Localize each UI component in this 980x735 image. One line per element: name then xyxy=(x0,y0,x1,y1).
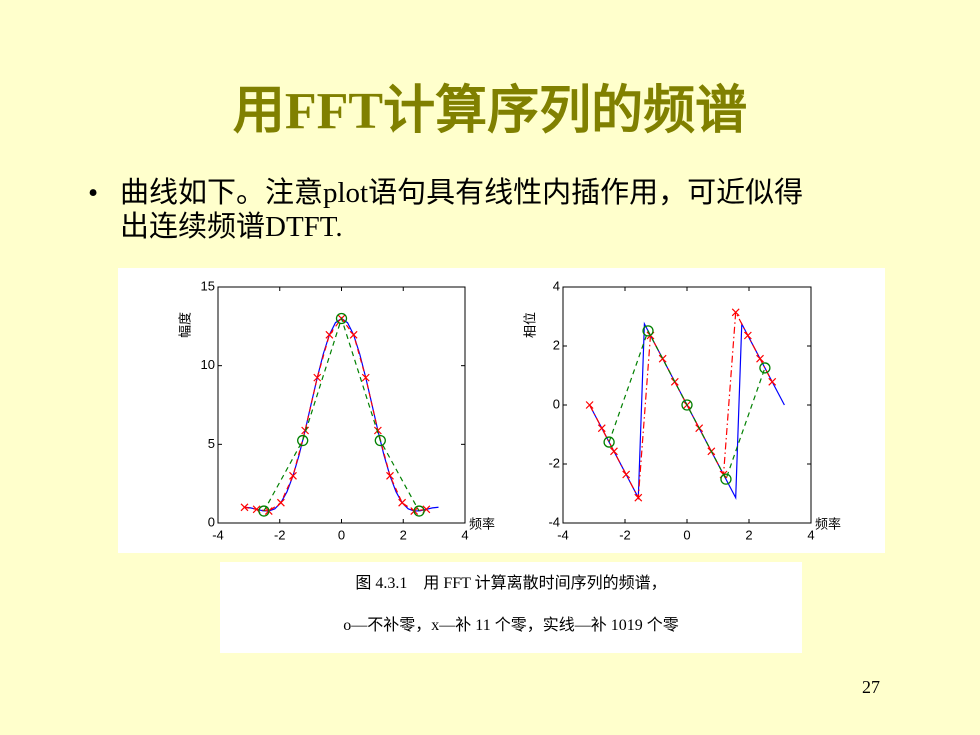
bullet-line: 曲线如下。注意plot语句具有线性内插作用，可近似得 xyxy=(120,177,804,209)
x-tick-label: -4 xyxy=(557,527,569,542)
x-tick-label: 0 xyxy=(338,527,345,542)
y-tick-label: 0 xyxy=(208,514,215,529)
marker-cross xyxy=(743,331,752,340)
series-line xyxy=(244,317,427,512)
y-axis-label: 幅度 xyxy=(177,312,192,338)
x-axis-label: 频率 xyxy=(815,516,841,531)
marker-circle xyxy=(642,325,654,337)
page-number: 27 xyxy=(862,677,880,697)
marker-circle xyxy=(759,362,771,374)
y-axis-label: 相位 xyxy=(522,312,537,338)
marker-cross xyxy=(240,503,249,512)
x-tick-label: -2 xyxy=(619,527,631,542)
marker-cross xyxy=(597,424,606,433)
slide-title: 用FFT计算序列的频谱 xyxy=(232,83,748,140)
marker-circle xyxy=(297,434,309,447)
y-tick-label: 0 xyxy=(553,396,560,411)
series-line xyxy=(263,316,420,512)
y-tick-label: -2 xyxy=(548,455,560,470)
x-tick-label: 4 xyxy=(807,527,814,542)
marker-circle xyxy=(681,399,693,411)
marker-circle xyxy=(258,505,270,517)
x-axis-label: 频率 xyxy=(469,516,495,531)
marker-circle xyxy=(720,473,732,485)
series-line xyxy=(589,310,773,500)
marker-cross xyxy=(731,308,740,317)
y-tick-label: 10 xyxy=(201,357,215,372)
caption-line: 图 4.3.1 用 FFT 计算离散时间序列的频谱， xyxy=(355,575,667,592)
x-tick-label: -4 xyxy=(212,527,224,542)
marker-circle xyxy=(413,505,425,517)
y-tick-label: -4 xyxy=(548,514,560,529)
marker-cross xyxy=(313,373,322,382)
marker-cross xyxy=(325,330,334,339)
x-tick-label: 4 xyxy=(461,527,468,542)
marker-circle xyxy=(335,312,348,325)
marker-cross xyxy=(658,354,667,363)
y-tick-label: 15 xyxy=(201,278,215,293)
marker-cross xyxy=(756,354,764,363)
marker-cross xyxy=(585,401,594,409)
marker-cross xyxy=(622,470,631,479)
marker-cross xyxy=(768,377,777,386)
caption-line: o—不补零，x—补 11 个零，实线—补 1019 个零 xyxy=(343,617,679,634)
y-tick-label: 5 xyxy=(208,436,215,451)
plot-area xyxy=(217,286,466,524)
figure: -4 -2 0 2 4 0 5 10 15 频率 幅度 -4 -2 0 2 4 -4 -2 0 2 4 频率 相位 xyxy=(118,268,885,553)
bullet-dot: • xyxy=(88,177,99,209)
marker-cross xyxy=(610,447,618,456)
bullet-text: 曲线如下。注意plot语句具有线性内插作用，可近似得 出连续频谱DTFT. xyxy=(120,176,803,244)
marker-cross xyxy=(634,493,643,502)
x-tick-label: 2 xyxy=(745,527,752,542)
marker-circle xyxy=(603,436,615,448)
series-line xyxy=(608,329,766,481)
marker-cross xyxy=(398,498,407,507)
bullet: • 曲线如下。注意plot语句具有线性内插作用，可近似得 出连续频谱DTFT. xyxy=(88,176,803,244)
marker-cross xyxy=(276,498,285,507)
x-tick-label: 2 xyxy=(400,527,407,542)
x-tick-label: -2 xyxy=(274,527,286,542)
marker-cross xyxy=(301,426,310,435)
y-tick-label: 2 xyxy=(553,337,560,352)
marker-cross xyxy=(289,471,297,480)
marker-circle xyxy=(374,434,386,447)
marker-cross xyxy=(386,471,394,480)
marker-cross xyxy=(373,426,382,435)
y-tick-label: 4 xyxy=(553,278,560,293)
caption: 图 4.3.1 用 FFT 计算离散时间序列的频谱， o—不补零，x—补 11 … xyxy=(220,562,802,653)
marker-cross xyxy=(361,373,370,382)
marker-cross xyxy=(349,330,358,339)
bullet-line: 出连续频谱DTFT. xyxy=(120,211,343,243)
x-tick-label: 0 xyxy=(683,527,690,542)
